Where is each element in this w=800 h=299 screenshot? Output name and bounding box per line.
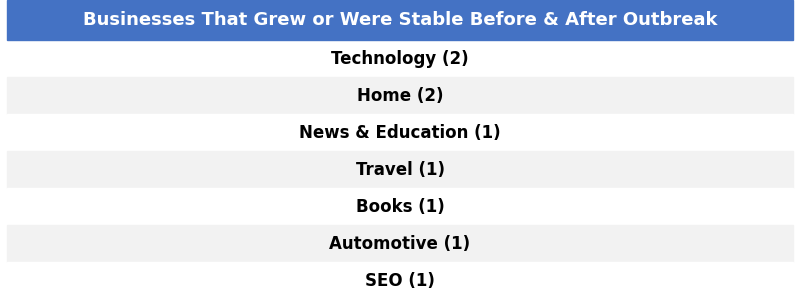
Text: Books (1): Books (1): [356, 198, 444, 216]
Text: Businesses That Grew or Were Stable Before & After Outbreak: Businesses That Grew or Were Stable Befo…: [82, 11, 718, 29]
Bar: [7, 40, 793, 77]
Text: Home (2): Home (2): [357, 87, 443, 105]
Text: Automotive (1): Automotive (1): [330, 235, 470, 253]
Bar: [7, 188, 793, 225]
Bar: [7, 151, 793, 188]
Text: Travel (1): Travel (1): [355, 161, 445, 179]
Bar: [7, 225, 793, 262]
Bar: [7, 77, 793, 114]
Text: Technology (2): Technology (2): [331, 50, 469, 68]
Text: News & Education (1): News & Education (1): [299, 124, 501, 142]
Bar: [7, 0, 793, 40]
Text: SEO (1): SEO (1): [365, 271, 435, 289]
Bar: [7, 262, 793, 299]
Bar: [7, 114, 793, 151]
